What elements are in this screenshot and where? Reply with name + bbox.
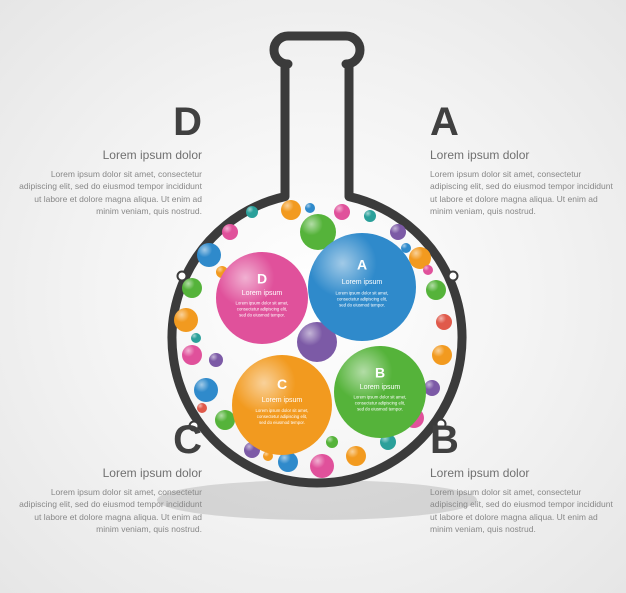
section-title: Lorem ipsum dolor (430, 466, 620, 480)
section-D: D Lorem ipsum dolor Lorem ipsum dolor si… (12, 102, 202, 217)
section-title: Lorem ipsum dolor (430, 148, 620, 162)
svg-text:Lorem ipsum dolor sit amet,: Lorem ipsum dolor sit amet, (255, 408, 308, 413)
section-letter: C (12, 420, 202, 460)
svg-text:sed do eiusmod tempor.: sed do eiusmod tempor. (339, 303, 385, 308)
svg-text:sed do eiusmod tempor.: sed do eiusmod tempor. (357, 406, 403, 411)
svg-text:Lorem ipsum: Lorem ipsum (262, 397, 303, 404)
svg-text:B: B (375, 364, 385, 380)
svg-text:Lorem ipsum: Lorem ipsum (242, 290, 283, 297)
svg-text:A: A (357, 257, 367, 273)
svg-text:Lorem ipsum dolor sit amet,: Lorem ipsum dolor sit amet, (235, 300, 288, 305)
svg-text:D: D (257, 270, 267, 286)
svg-text:consectetur adipiscing elit,: consectetur adipiscing elit, (257, 414, 307, 419)
bubble-C: C Lorem ipsum Lorem ipsum dolor sit amet,c… (232, 355, 332, 455)
svg-text:C: C (277, 376, 287, 392)
section-C: C Lorem ipsum dolor Lorem ipsum dolor si… (12, 420, 202, 535)
section-letter: D (12, 102, 202, 142)
section-body: Lorem ipsum dolor sit amet, consectetur … (430, 168, 620, 217)
svg-text:Lorem ipsum dolor sit amet,: Lorem ipsum dolor sit amet, (353, 394, 406, 399)
svg-text:sed do eiusmod tempor.: sed do eiusmod tempor. (239, 312, 285, 317)
svg-text:Lorem ipsum: Lorem ipsum (342, 279, 383, 286)
section-body: Lorem ipsum dolor sit amet, consectetur … (12, 168, 202, 217)
bubble-B: B Lorem ipsum Lorem ipsum dolor sit amet,c… (334, 346, 426, 438)
section-body: Lorem ipsum dolor sit amet, consectetur … (12, 486, 202, 535)
svg-text:consectetur adipiscing elit,: consectetur adipiscing elit, (355, 400, 405, 405)
section-letter: B (430, 420, 620, 460)
section-title: Lorem ipsum dolor (12, 466, 202, 480)
bubble-A: A Lorem ipsum Lorem ipsum dolor sit amet,c… (308, 233, 416, 341)
svg-text:consectetur adipiscing elit,: consectetur adipiscing elit, (237, 306, 287, 311)
svg-text:Lorem ipsum dolor sit amet,: Lorem ipsum dolor sit amet, (335, 291, 388, 296)
svg-text:sed do eiusmod tempor.: sed do eiusmod tempor. (259, 420, 305, 425)
bubble-D: D Lorem ipsum Lorem ipsum dolor sit amet,c… (216, 252, 308, 344)
section-body: Lorem ipsum dolor sit amet, consectetur … (430, 486, 620, 535)
section-title: Lorem ipsum dolor (12, 148, 202, 162)
svg-text:consectetur adipiscing elit,: consectetur adipiscing elit, (337, 297, 387, 302)
svg-text:Lorem ipsum: Lorem ipsum (360, 384, 401, 391)
section-A: A Lorem ipsum dolor Lorem ipsum dolor si… (430, 102, 620, 217)
section-letter: A (430, 102, 620, 142)
section-B: B Lorem ipsum dolor Lorem ipsum dolor si… (430, 420, 620, 535)
